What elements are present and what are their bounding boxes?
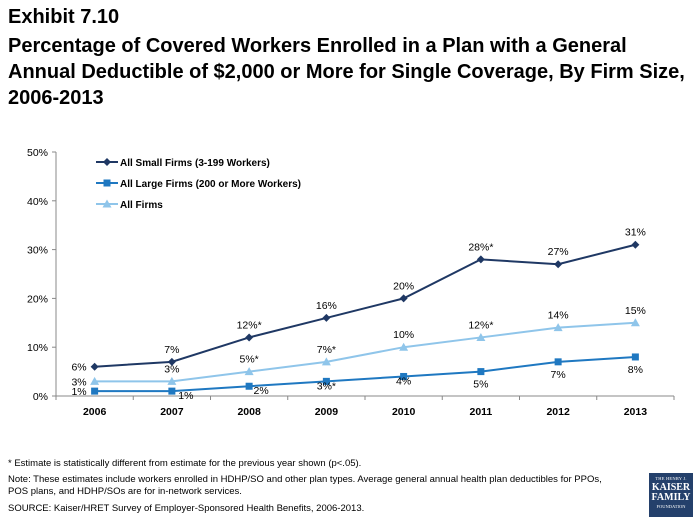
data-label: 8% xyxy=(628,364,643,376)
legend-label: All Small Firms (3-199 Workers) xyxy=(120,158,270,169)
x-tick-label: 2008 xyxy=(237,406,261,418)
data-point-marker xyxy=(103,158,111,166)
x-axis: 2006 2007 2008 2009 2010 2011 2012 2013 xyxy=(55,395,675,418)
data-point-marker xyxy=(631,353,639,361)
data-point-marker xyxy=(167,376,177,385)
legend-entry-0: All Small Firms (3-199 Workers) xyxy=(96,158,270,169)
data-point-marker xyxy=(245,333,254,342)
exhibit-label: Exhibit 7.10 xyxy=(8,6,120,28)
data-point-marker xyxy=(630,318,640,327)
x-tick-label: 2007 xyxy=(160,406,184,418)
data-point-marker xyxy=(631,240,640,249)
data-point-marker xyxy=(102,199,112,208)
data-label: 3% xyxy=(164,363,179,375)
data-label: 28%* xyxy=(468,241,493,253)
data-point-marker xyxy=(321,357,331,366)
series-1: 1% 1% 2% 3%* 4% 5% 7% 8% xyxy=(71,353,643,402)
data-point-marker xyxy=(245,382,253,390)
data-point-marker xyxy=(554,358,562,366)
y-tick-label: 50% xyxy=(27,147,48,159)
footnote-source: SOURCE: Kaiser/HRET Survey of Employer-S… xyxy=(8,503,365,514)
data-label: 1% xyxy=(178,390,193,402)
data-point-marker xyxy=(399,294,408,303)
y-tick-label: 20% xyxy=(27,293,48,305)
x-tick-label: 2010 xyxy=(392,406,416,418)
data-label: 5%* xyxy=(239,354,258,366)
data-point-marker xyxy=(322,377,330,385)
series-0: 6% 7% 12%* 16% 20% 28%* 27% 31% xyxy=(71,227,645,374)
data-label: 14% xyxy=(548,310,569,322)
data-point-marker xyxy=(322,313,331,322)
data-point-marker xyxy=(554,260,563,269)
data-label: 4% xyxy=(396,375,411,387)
data-point-marker xyxy=(91,387,99,395)
line-chart: 0%10%20%30%40%50% 2006 2007 2008 2009 2010 20… xyxy=(27,147,675,418)
series-line xyxy=(94,243,636,368)
x-tick-label: 2009 xyxy=(315,406,339,418)
data-label: 1% xyxy=(71,386,86,398)
logo-line-4: FOUNDATION xyxy=(656,504,686,509)
legend: All Small Firms (3-199 Workers) All Large… xyxy=(96,158,301,211)
data-point-marker xyxy=(476,255,485,264)
series-layer: 3% 3% 5%* 7%* 10% 12%* 14% 15% 1% 1% 2% 3%* 4% 5% 7% 8%… xyxy=(71,227,645,402)
data-point-marker xyxy=(399,342,409,351)
data-point-marker xyxy=(477,368,485,376)
data-label: 12%* xyxy=(468,319,493,331)
data-label: 7% xyxy=(551,369,566,381)
data-label: 3% xyxy=(71,376,86,388)
data-label: 12%* xyxy=(237,319,262,331)
data-point-marker xyxy=(244,367,254,376)
data-point-marker xyxy=(90,376,100,385)
logo-line-1: THE HENRY J. xyxy=(655,476,687,481)
legend-entry-1: All Large Firms (200 or More Workers) xyxy=(96,179,301,190)
chart-title: Percentage of Covered Workers Enrolled i… xyxy=(8,35,685,109)
logo-line-2: KAISER xyxy=(651,482,691,493)
legend-entry-2: All Firms xyxy=(96,199,163,211)
data-label: 10% xyxy=(393,329,414,341)
data-label: 15% xyxy=(625,305,646,317)
data-label: 7%* xyxy=(317,344,336,356)
series-line xyxy=(94,321,636,383)
y-tick-label: 40% xyxy=(27,196,48,208)
footnote-note: Note: These estimates include workers en… xyxy=(8,474,602,497)
data-label: 3%* xyxy=(317,380,336,392)
y-tick-label: 30% xyxy=(27,245,48,257)
series-line xyxy=(94,355,636,393)
data-label: 6% xyxy=(71,362,86,374)
data-label: 31% xyxy=(625,227,646,239)
kff-logo: THE HENRY J. KAISER FAMILY FOUNDATION xyxy=(649,473,693,517)
data-label: 5% xyxy=(473,379,488,391)
x-tick-label: 2011 xyxy=(469,406,492,418)
legend-label: All Large Firms (200 or More Workers) xyxy=(120,179,301,190)
data-point-marker xyxy=(103,179,111,187)
logo-line-3: FAMILY xyxy=(651,492,691,503)
data-label: 27% xyxy=(548,246,569,258)
y-tick-label: 0% xyxy=(33,391,48,403)
data-point-marker xyxy=(168,387,176,395)
data-label: 20% xyxy=(393,280,414,292)
data-label: 16% xyxy=(316,300,337,312)
data-point-marker xyxy=(400,372,408,380)
series-2: 3% 3% 5%* 7%* 10% 12%* 14% 15% xyxy=(71,305,645,389)
x-tick-label: 2013 xyxy=(624,406,648,418)
data-label: 2% xyxy=(254,385,269,397)
data-point-marker xyxy=(553,323,563,332)
y-tick-label: 10% xyxy=(27,342,48,354)
x-tick-label: 2012 xyxy=(546,406,570,418)
y-axis: 0% 10% 20% 30% 40% 50% xyxy=(27,147,57,403)
data-point-marker xyxy=(90,362,99,371)
data-label: 7% xyxy=(164,344,179,356)
footnote-asterisk: * Estimate is statistically different fr… xyxy=(8,458,362,469)
data-point-marker xyxy=(167,357,176,366)
x-tick-label: 2006 xyxy=(83,406,107,418)
data-point-marker xyxy=(476,332,486,341)
legend-label: All Firms xyxy=(120,200,163,211)
